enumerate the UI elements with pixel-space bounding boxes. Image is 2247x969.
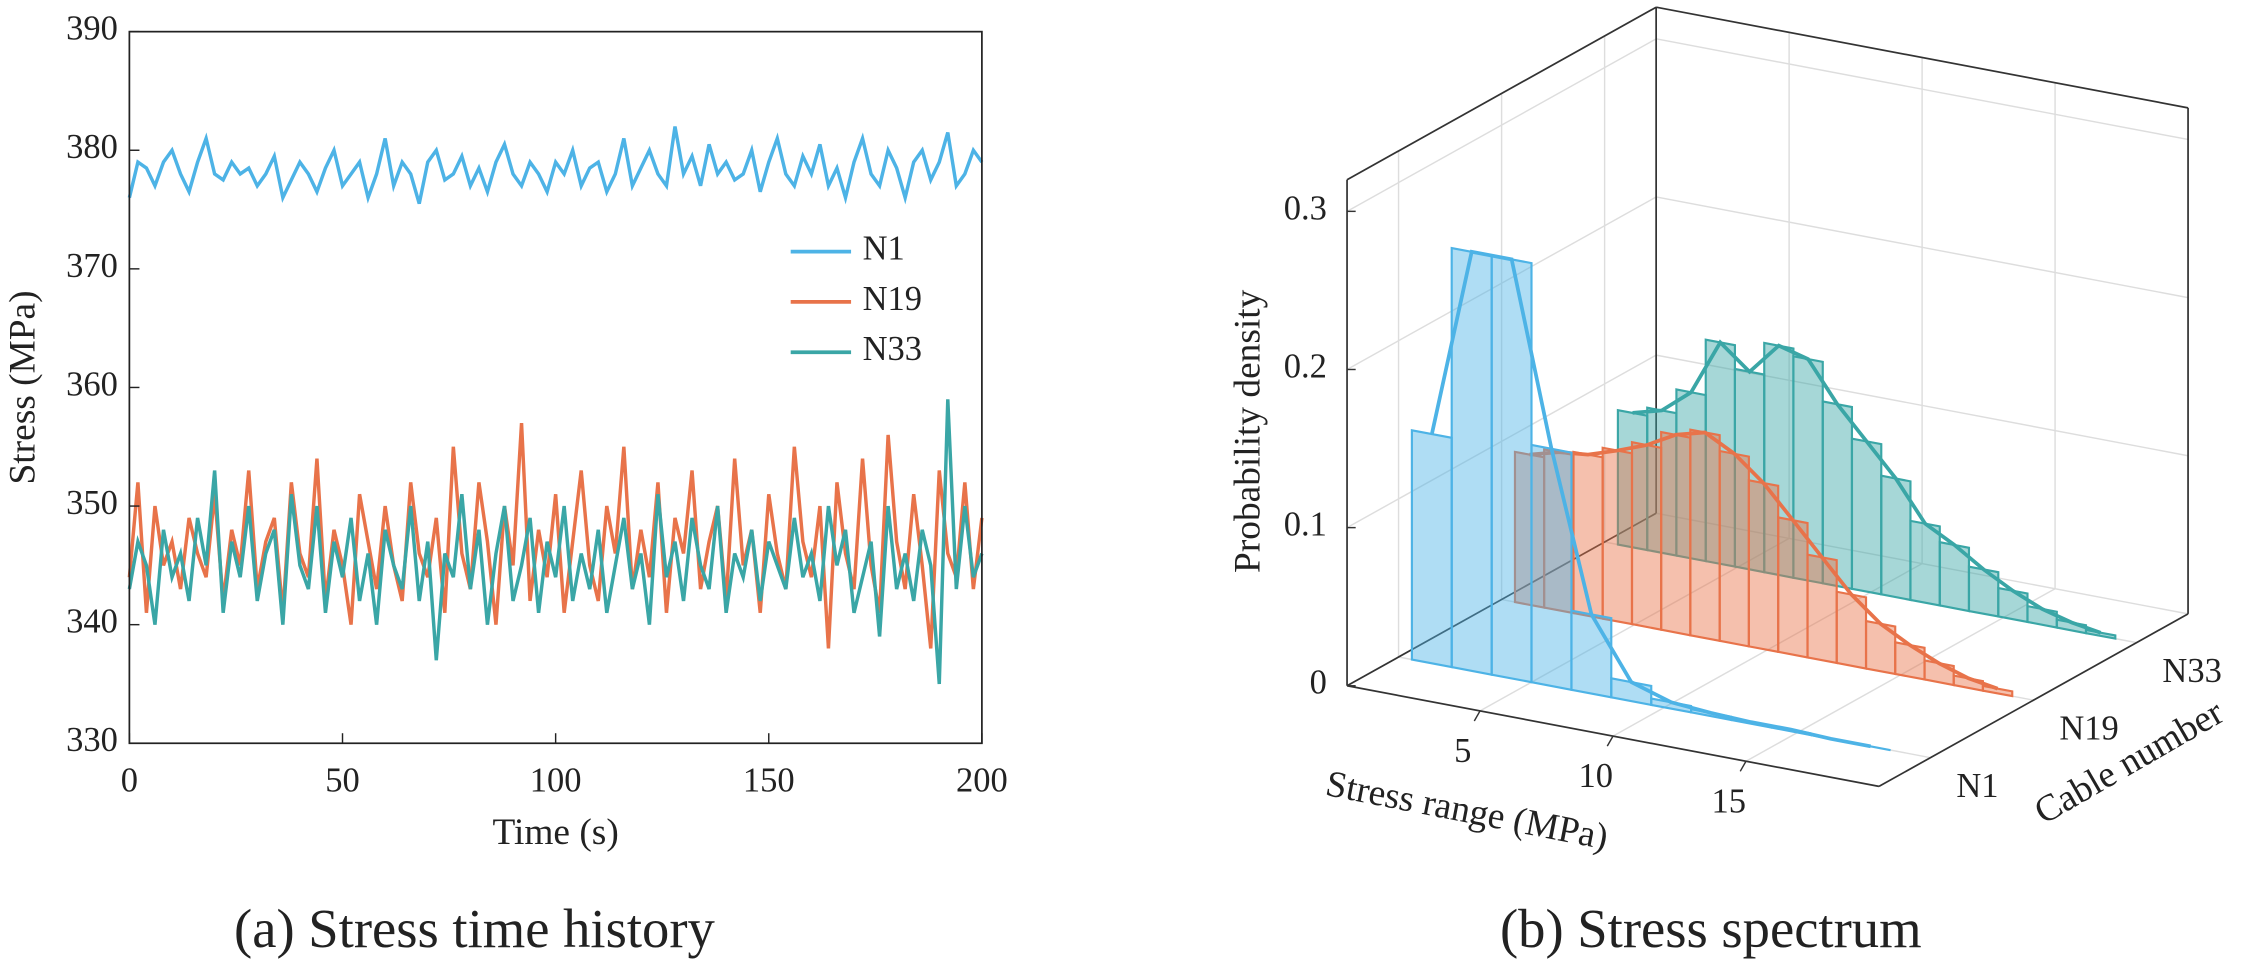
hist-bar (1806, 553, 1838, 665)
hist-bar (2084, 628, 2117, 640)
z-tick-label: 0 (1310, 664, 1327, 702)
hist-bar (1490, 254, 1533, 684)
legend-label: N19 (863, 280, 922, 318)
hist-bar (1967, 565, 2000, 618)
z-tick-label: 0.1 (1284, 506, 1327, 544)
x-tick-label: 100 (530, 761, 582, 799)
y-tick-label: 350 (66, 484, 118, 522)
hist-bar (1894, 641, 1926, 681)
legend-label: N33 (863, 330, 922, 368)
hist-bar (1997, 586, 2029, 624)
series-line (127, 422, 984, 649)
hist-bar (1777, 516, 1809, 659)
hist-bar (1821, 400, 1854, 591)
x-tick (1739, 760, 1747, 772)
hist-bar (2055, 618, 2088, 635)
hist-bar (1660, 430, 1692, 637)
y-tick-label: 360 (66, 365, 118, 403)
hist-bar (1938, 540, 1971, 613)
axis-box (1346, 512, 1657, 687)
hist-bar (1530, 443, 1573, 692)
hist-bar (1850, 437, 1883, 596)
density-curve (1529, 430, 1999, 691)
hist-bar (1792, 354, 1824, 585)
legend-label: N1 (863, 230, 905, 268)
y-tick-label: N19 (2059, 710, 2118, 748)
hist-bar (1718, 449, 1750, 648)
hist-bar (1981, 684, 2014, 698)
x-axis-label: Stress range (MPa) (1322, 763, 1611, 858)
x-tick-label: 10 (1579, 757, 1614, 795)
axis-box (1655, 6, 2189, 109)
y-tick-label: N33 (2162, 652, 2221, 690)
hist-bar (1747, 479, 1780, 654)
axis-box (1346, 6, 1657, 181)
x-tick-label: 5 (1454, 732, 1471, 770)
hist-bar (1630, 440, 1663, 632)
y-tick-label: 330 (66, 721, 118, 759)
hist-bar (1689, 428, 1721, 643)
hist-bar (1835, 590, 1868, 670)
series-line (127, 126, 984, 205)
x-tick-label: 0 (121, 761, 138, 799)
density-curve (1632, 339, 2102, 635)
caption-b: (b) Stress spectrum (1500, 898, 1922, 959)
y-axis-label: Cable number (2028, 692, 2231, 833)
hist-bar (1864, 619, 1897, 676)
hist-bar (1570, 609, 1613, 699)
hist-bar (1909, 519, 1941, 607)
y-tick-label: 370 (66, 247, 118, 285)
caption-a: (a) Stress time history (234, 898, 715, 959)
x-axis-label: Time (s) (492, 812, 618, 853)
hist-bar (1410, 429, 1453, 669)
x-tick (1606, 735, 1614, 747)
y-axis-label: Stress (MPa) (2, 290, 43, 484)
z-tick-label: 0.2 (1284, 347, 1327, 385)
x-tick-label: 150 (743, 761, 795, 799)
density-curve (1430, 249, 1871, 749)
hist-bar (1952, 674, 1984, 692)
y-tick-label: 340 (66, 603, 118, 641)
y-tick-label: 380 (66, 128, 118, 166)
x-tick-label: 15 (1711, 782, 1746, 820)
hist-bar (1880, 474, 1912, 602)
x-tick-label: 200 (956, 761, 1008, 799)
y-tick-label: 390 (66, 10, 118, 48)
axis-box (1878, 613, 2189, 788)
series-line (127, 399, 984, 685)
z-axis-label: Probability density (1227, 289, 1268, 573)
x-tick (1473, 710, 1481, 722)
hist-bar (1601, 446, 1634, 626)
y-tick-label: N1 (1956, 767, 1998, 805)
hist-bar (1610, 676, 1653, 707)
x-tick-label: 50 (325, 761, 360, 799)
plot-frame (128, 30, 983, 745)
z-tick-label: 0.3 (1284, 189, 1327, 227)
